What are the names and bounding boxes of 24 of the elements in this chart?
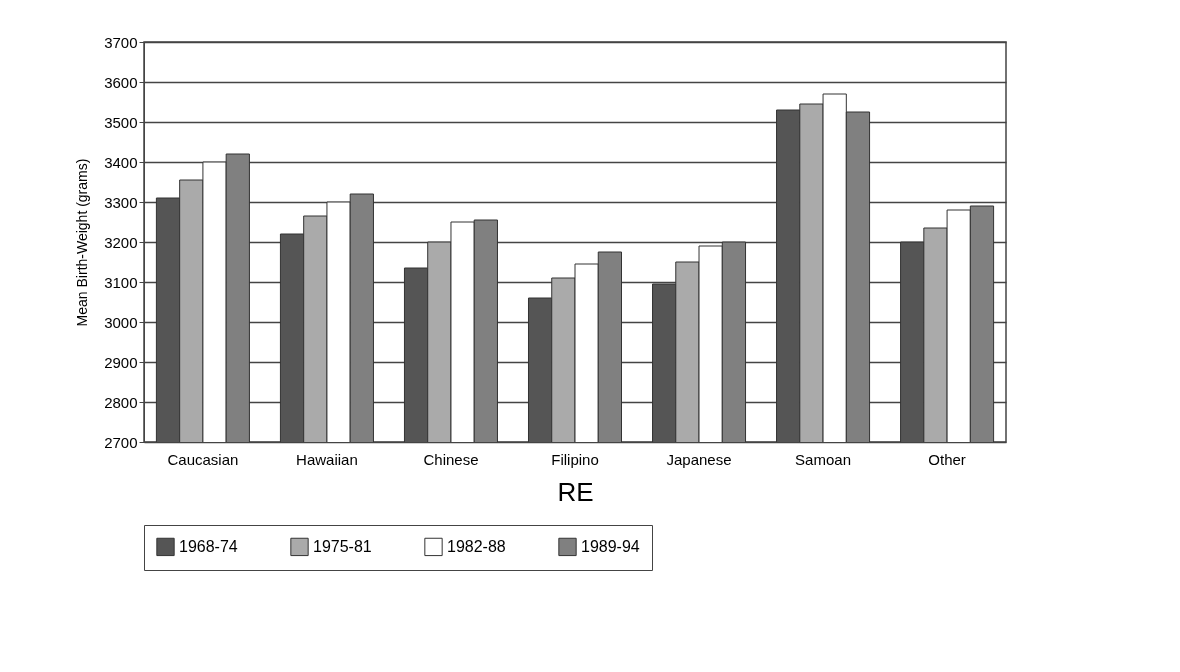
x-tick-label: Japanese [666,450,732,468]
x-tick-label: Samoan [795,450,851,468]
y-tick-label: 2700 [104,433,138,451]
y-tick-label: 3400 [104,153,138,171]
x-tick-label: Hawaiian [296,450,358,468]
y-tick-label: 3300 [104,193,138,211]
y-tick-label: 2900 [104,353,138,371]
legend-label: 1989-94 [581,537,640,555]
x-tick-label: Chinese [423,450,479,468]
y-tick-label: 3200 [104,233,138,251]
y-tick-label: 3700 [104,33,138,51]
x-axis-title: RE [557,476,594,507]
y-tick-label: 3500 [104,113,138,131]
x-tick-label: Filipino [551,450,599,468]
legend-label: 1975-81 [313,537,372,555]
legend-label: 1982-88 [447,537,506,555]
x-tick-label: Other [928,450,966,468]
legend-label: 1968-74 [179,537,238,555]
y-tick-label: 3100 [104,273,138,291]
y-tick-label: 3000 [104,313,138,331]
y-tick-label: 2800 [104,393,138,411]
x-tick-label: Caucasian [167,450,239,468]
y-tick-label: 3600 [104,73,138,91]
y-axis-title: Mean Birth-Weight (grams) [74,158,91,327]
